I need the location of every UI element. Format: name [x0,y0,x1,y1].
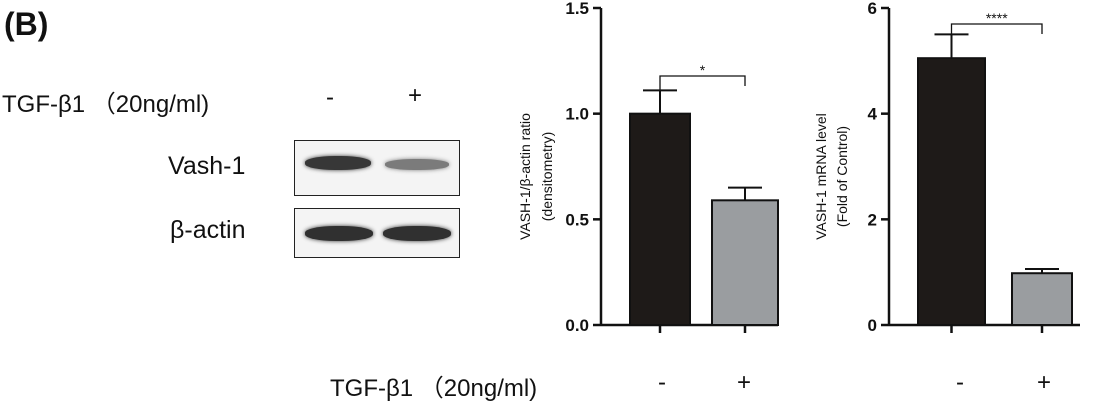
chart1-y-tick-label: 0.0 [565,316,589,335]
chart2-category-label-1: - [956,369,964,396]
chart2-y-tick-label: 4 [868,105,878,124]
blot-box-vash1 [294,140,460,196]
chart1-significance-label: * [700,62,706,78]
blot-row-label-actin: β-actin [170,216,246,244]
blot-row-label-vash1: Vash-1 [168,152,246,180]
band-vash1-treated [385,159,449,170]
blot-box-actin [294,208,460,258]
chart2-y-tick-label: 6 [868,0,877,18]
band-vash1-control [305,156,371,170]
chart1-bar-1 [629,112,691,326]
chart1-category-label-1: - [658,369,666,396]
band-actin-treated [383,226,451,241]
chart1-ylabel-line-1: VASH-1/β-actin ratio [517,113,533,240]
chart2-significance-label: **** [986,10,1008,26]
blot-treatment-label: TGF-β1 （20ng/ml) [2,91,210,118]
chart2-bar-1 [917,57,986,326]
chart1-ylabel-line-2: (densitometry) [539,132,555,221]
chart2-ylabel-line-2: (Fold of Control) [834,126,850,227]
chart2-ylabel-line-1: VASH-1 mRNA level [813,113,829,240]
blot-lane-plus: + [408,82,423,109]
chart1-y-tick-label: 0.5 [565,210,589,229]
blot-lane-minus: - [326,84,334,111]
chart2-y-tick-label: 2 [868,210,877,229]
chart2-category-label-2: + [1037,369,1051,396]
chart1-y-tick-label: 1.5 [565,0,589,18]
panel-label: (B) [4,6,49,42]
bottom-treatment-label: TGF-β1 （20ng/ml) [330,375,538,402]
chart1-y-tick-label: 1.0 [565,105,589,124]
chart1-bar-2 [711,199,779,327]
chart2-significance-bracket [950,23,1043,34]
chart1-category-label-2: + [737,369,751,396]
band-actin-control [305,226,373,241]
chart1-significance-bracket [659,75,746,90]
chart2-bar-2 [1011,272,1073,326]
chart2-y-tick-label: 0 [868,316,877,335]
